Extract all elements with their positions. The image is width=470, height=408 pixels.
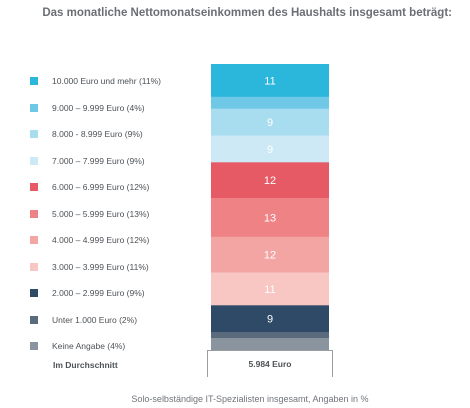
average-label: Im Durchschnitt <box>53 360 118 370</box>
legend-item: 9.000 – 9.999 Euro (4%) <box>30 102 145 114</box>
legend-swatch <box>30 289 38 297</box>
legend-item: 10.000 Euro und mehr (11%) <box>30 75 161 87</box>
legend-item: Unter 1.000 Euro (2%) <box>30 314 137 326</box>
legend-item: 7.000 – 7.999 Euro (9%) <box>30 155 145 167</box>
legend-swatch <box>30 103 38 112</box>
bar-segment <box>211 198 329 238</box>
bar-segment <box>211 64 329 98</box>
legend-label: 4.000 – 4.999 Euro (12%) <box>52 235 150 245</box>
legend-item: Keine Angabe (4%) <box>30 340 125 352</box>
bar-segment <box>211 332 329 339</box>
legend-label: Unter 1.000 Euro (2%) <box>52 314 138 325</box>
average-value: 5.984 Euro <box>248 359 292 369</box>
legend-swatch <box>30 342 38 350</box>
bar-value-label: 13 <box>264 212 276 224</box>
bar-segment <box>211 108 329 136</box>
bar-value-label: 12 <box>264 175 276 187</box>
bar-value-label: 11 <box>264 284 275 296</box>
legend-label: 10.000 Euro und mehr (11%) <box>52 76 161 86</box>
average-value-box: 5.984 Euro <box>207 350 333 377</box>
legend-item: 8.000 - 8.999 Euro (9%) <box>30 128 143 140</box>
bar-segment <box>211 305 329 333</box>
bar-segment <box>211 236 329 273</box>
bar-value-label: 11 <box>264 75 275 87</box>
legend-label: 5.000 – 5.999 Euro (13%) <box>52 208 150 219</box>
bar-value-label: 12 <box>264 250 276 262</box>
legend-label: 3.000 – 3.999 Euro (11%) <box>52 261 149 272</box>
legend-label: 6.000 – 6.999 Euro (12%) <box>52 182 150 192</box>
legend-label: 2.000 – 2.999 Euro (9%) <box>52 288 145 298</box>
legend-item: 5.000 – 5.999 Euro (13%) <box>30 208 149 220</box>
legend-swatch <box>30 236 38 244</box>
legend-swatch <box>30 183 38 191</box>
legend-swatch <box>30 77 38 85</box>
bar-segment <box>211 96 329 109</box>
bar-segment <box>211 338 329 351</box>
bar-segment <box>211 135 329 163</box>
legend-label: 9.000 – 9.999 Euro (4%) <box>52 102 145 113</box>
bar-value-label: 9 <box>267 144 273 156</box>
legend-swatch <box>30 209 38 218</box>
chart-title: Das monatliche Nettomonatseinkommen des … <box>42 7 452 19</box>
legend-swatch <box>30 262 38 271</box>
legend-item: 3.000 – 3.999 Euro (11%) <box>30 261 149 273</box>
legend-item: 2.000 – 2.999 Euro (9%) <box>30 287 145 299</box>
legend-swatch <box>30 130 38 138</box>
bar-segment <box>211 162 329 199</box>
chart-footer: Solo-selbständige IT-Spezialisten insges… <box>131 394 369 404</box>
bar-value-label: 9 <box>267 117 273 129</box>
legend-swatch <box>30 156 38 165</box>
legend-item: 4.000 – 4.999 Euro (12%) <box>30 234 149 246</box>
bar-segment <box>211 272 329 306</box>
legend-label: 7.000 – 7.999 Euro (9%) <box>52 155 145 166</box>
legend-label: Keine Angabe (4%) <box>52 341 126 351</box>
legend-swatch <box>30 315 38 324</box>
legend-item: 6.000 – 6.999 Euro (12%) <box>30 181 149 193</box>
legend-label: 8.000 - 8.999 Euro (9%) <box>52 129 143 139</box>
bar-value-label: 9 <box>267 314 273 326</box>
